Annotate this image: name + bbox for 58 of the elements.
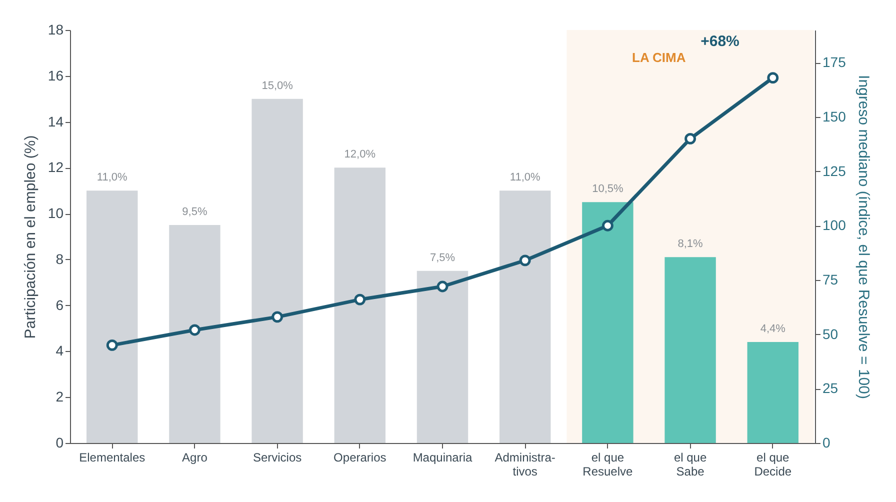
y-tick-label: 18 (48, 22, 64, 38)
x-tick-label: Elementales (79, 450, 146, 464)
y2-axis-title: Ingreso mediano (índice, el que Resuelve = 100) (854, 75, 872, 399)
x-tick-label: el que Resuelve (582, 450, 634, 478)
data-label: 11,0% (96, 172, 128, 184)
bar (169, 225, 220, 443)
data-label: 11,0% (510, 172, 540, 184)
x-tick-label: Operarios (334, 450, 386, 464)
y-tick-label: 4 (56, 342, 64, 359)
data-label: 8,1% (678, 238, 704, 250)
y2-tick-label: 175 (822, 54, 846, 70)
point (272, 311, 284, 323)
x-tick-label: Administra- tivos (494, 450, 556, 478)
point (684, 132, 696, 144)
y-tick-label: 16 (48, 67, 64, 84)
x-tick-label: el que Decide (754, 450, 792, 478)
y2-tick-label: 50 (822, 326, 838, 342)
y2-tick-label: 125 (822, 162, 846, 179)
bar (582, 202, 634, 443)
y-tick-label: 14 (48, 113, 64, 130)
point (602, 220, 614, 232)
y-tick-label: 0 (56, 434, 64, 450)
data-label: 10,5% (592, 183, 624, 196)
point (106, 339, 118, 351)
data-label: 7,5% (430, 252, 456, 264)
y2-tick-label: 25 (822, 380, 838, 396)
bar (334, 168, 386, 443)
data-label: 12,0% (344, 148, 376, 161)
data-label: 9,5% (182, 206, 208, 218)
band-label: LA CIMA (632, 50, 686, 65)
point (767, 72, 779, 84)
point (188, 324, 200, 336)
y-tick-label: 12 (48, 159, 64, 176)
point (354, 294, 366, 306)
data-label: 4,4% (760, 323, 786, 336)
data-label: 15,0% (262, 80, 294, 92)
y2-tick-label: 75 (822, 271, 838, 288)
y2-tick-label: 0 (822, 434, 830, 450)
y-tick-label: 8 (56, 250, 64, 267)
bar (252, 98, 303, 443)
bar (416, 270, 468, 443)
y-axis-title: Participación en el empleo (%) (22, 135, 39, 339)
annotation: +68% (700, 33, 740, 50)
x-tick-label: Agro (182, 450, 208, 464)
y2-tick-label: 100 (822, 217, 846, 234)
bar (499, 190, 551, 443)
bar (747, 342, 798, 443)
point (519, 254, 531, 266)
y-tick-label: 6 (56, 296, 64, 313)
x-tick-label: Servicios (252, 450, 302, 464)
y2-tick-label: 150 (822, 108, 846, 124)
bar (664, 257, 716, 443)
point (436, 280, 448, 292)
y-tick-label: 10 (48, 205, 64, 222)
bar (86, 190, 138, 443)
y-tick-label: 2 (56, 388, 64, 405)
x-tick-label: el que Sabe (674, 450, 707, 478)
x-tick-label: Maquinaria (412, 450, 473, 464)
